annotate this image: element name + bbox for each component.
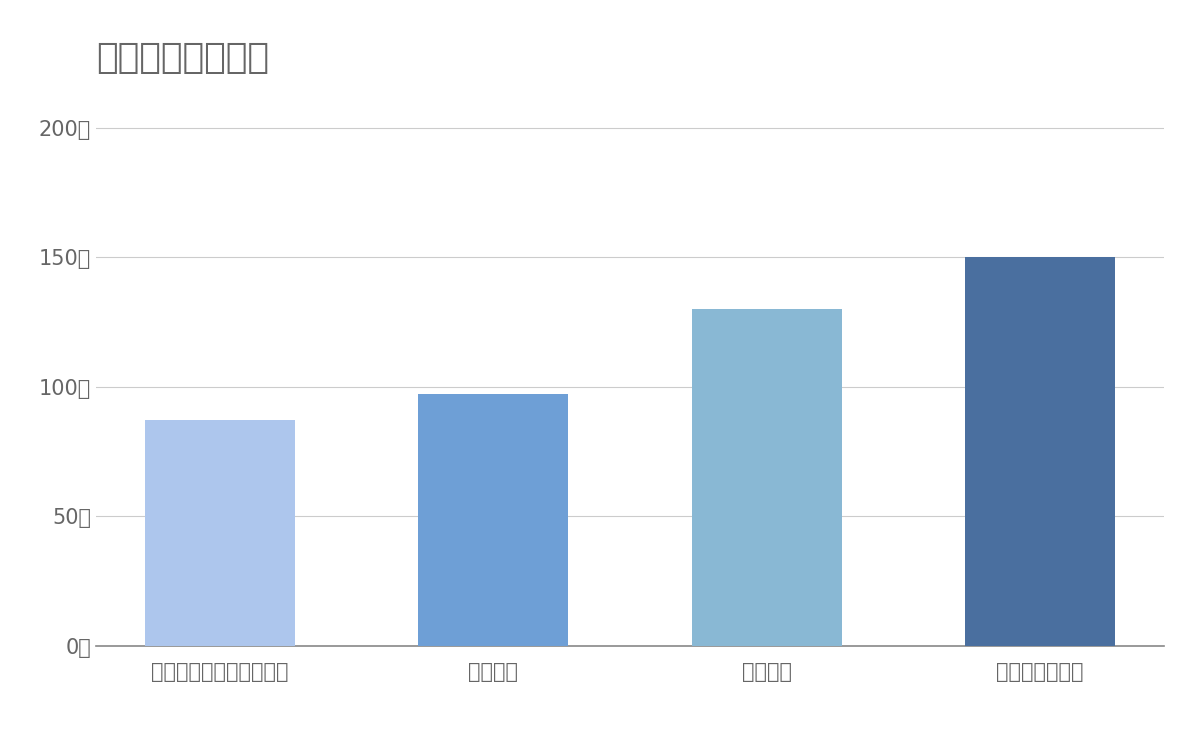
- Bar: [691, 309, 842, 646]
- Bar: [144, 421, 295, 646]
- Bar: [965, 257, 1116, 646]
- Text: 競合含む年間売上: 競合含む年間売上: [96, 42, 269, 75]
- Bar: [418, 395, 569, 646]
